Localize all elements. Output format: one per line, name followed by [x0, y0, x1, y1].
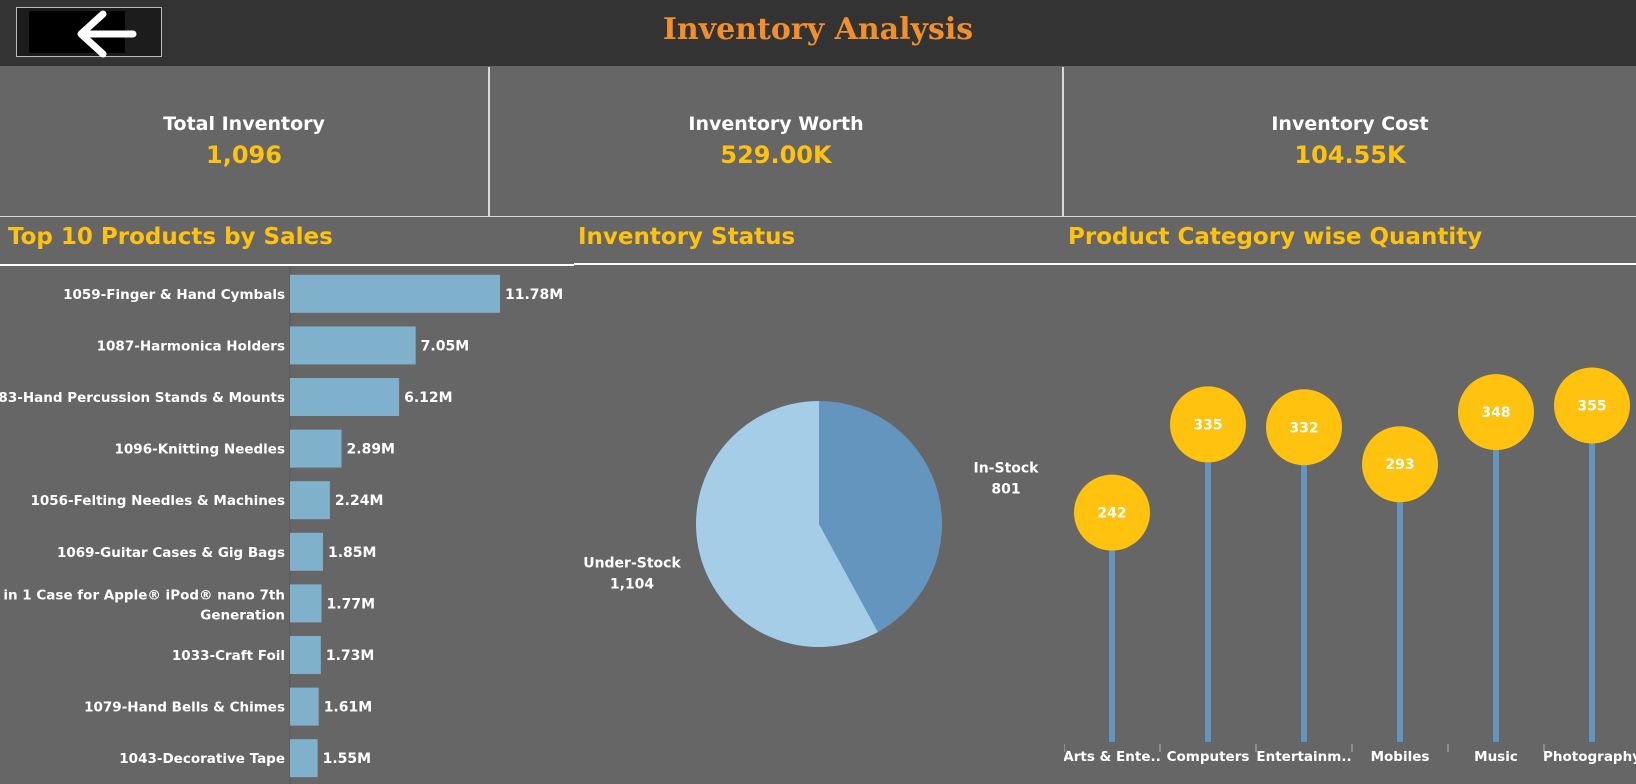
bar-category-label: 1059-Finger & Hand Cymbals [63, 287, 285, 303]
bar-value-label: 1.55M [323, 751, 371, 767]
bar-category-label: 99-2 in 1 Case for Apple® iPod® nano 7th [0, 587, 285, 603]
pie-slice [819, 401, 942, 632]
pie-slice-label: Under-Stock [583, 556, 681, 572]
inventory-status-pie-chart: In-Stock 801 Under-Stock 1,104 [583, 401, 1040, 647]
kpi-inventory-cost: Inventory Cost 104.55K [1064, 67, 1636, 217]
top-products-bar-chart: 11.78M 1059-Finger & Hand Cymbals 7.05M 108… [0, 266, 563, 784]
lollipop-category-label: Arts & Ente.. [1064, 749, 1161, 765]
lollipop-category-label: Music [1474, 749, 1518, 765]
bar-value-label: 7.05M [421, 338, 469, 354]
lollipop-value-label: 335 [1193, 417, 1222, 433]
kpi-label: Inventory Cost [1271, 113, 1429, 135]
lollipop-value-label: 348 [1481, 405, 1510, 421]
bar [290, 687, 319, 726]
lollipop-value-label: 355 [1577, 398, 1606, 414]
bar-category-label: 1033-Craft Foil [172, 648, 285, 664]
bar [290, 532, 323, 571]
bar [290, 481, 330, 520]
bar-value-label: 1.73M [326, 648, 374, 664]
kpi-value: 104.55K [1294, 141, 1406, 169]
bar-category-label: 1043-Decorative Tape [119, 751, 285, 767]
pie-slice-value: 1,104 [610, 577, 655, 593]
lollipop-head [1074, 474, 1150, 551]
kpi-label: Total Inventory [163, 113, 325, 135]
category-quantity-chart: 242 Arts & Ente.. 335 Computers 332 Entertain… [1064, 367, 1636, 765]
pie-slice [696, 401, 878, 647]
bar-category-label: Generation [200, 607, 285, 623]
bar-value-label: 2.24M [335, 493, 383, 509]
kpi-label: Inventory Worth [688, 113, 864, 135]
lollipop-head [1362, 426, 1438, 503]
arrow-left-icon [77, 10, 137, 58]
bar-value-label: 1.77M [327, 596, 375, 612]
top-products-divider [0, 264, 574, 266]
header-bar: Inventory Analysis [0, 0, 1636, 66]
inventory-status-title: Inventory Status [578, 224, 796, 250]
lollipop-value-label: 293 [1385, 457, 1414, 473]
back-button[interactable] [16, 7, 162, 58]
bar-category-label: 1096-Knitting Needles [115, 442, 285, 458]
bar-value-label: 1.85M [328, 545, 376, 561]
bar-value-label: 6.12M [404, 390, 452, 406]
bar-category-label: 1069-Guitar Cases & Gig Bags [57, 545, 285, 561]
bar [290, 429, 342, 468]
bar-category-label: 1083-Hand Percussion Stands & Mounts [0, 390, 285, 406]
bar [290, 584, 322, 623]
lollipop-category-label: Mobiles [1371, 749, 1430, 765]
lollipop-head [1458, 374, 1534, 451]
category-quantity-title: Product Category wise Quantity [1068, 224, 1483, 250]
bar-value-label: 1.61M [324, 700, 372, 716]
bar-category-label: 1087-Harmonica Holders [97, 338, 285, 354]
bar [290, 326, 416, 365]
lollipop-category-label: Photography [1543, 749, 1636, 765]
bar-category-label: 1079-Hand Bells & Chimes [84, 700, 285, 716]
bar [290, 274, 500, 313]
kpi-total-inventory: Total Inventory 1,096 [0, 67, 490, 217]
pie-slice-value: 801 [991, 481, 1020, 497]
bar-value-label: 2.89M [347, 442, 395, 458]
bar-category-label: 1056-Felting Needles & Machines [30, 493, 285, 509]
bar-value-label: 11.78M [505, 287, 563, 303]
lollipop-head [1266, 389, 1342, 466]
kpi-value: 1,096 [206, 141, 282, 169]
lollipop-category-label: Entertainm.. [1256, 749, 1351, 765]
bar [290, 378, 400, 416]
bar [290, 739, 318, 778]
pie-slice-label: In-Stock [974, 460, 1040, 476]
page-title: Inventory Analysis [662, 12, 974, 47]
kpi-value: 529.00K [720, 141, 832, 169]
top-products-title: Top 10 Products by Sales [8, 224, 333, 250]
lollipop-value-label: 332 [1289, 420, 1318, 436]
lollipop-category-label: Computers [1167, 749, 1250, 765]
bar [290, 636, 321, 674]
lollipop-head [1554, 367, 1630, 444]
lollipop-value-label: 242 [1097, 506, 1126, 522]
right-divider [574, 263, 1636, 265]
kpi-inventory-worth: Inventory Worth 529.00K [490, 67, 1064, 217]
lollipop-head [1170, 386, 1246, 463]
